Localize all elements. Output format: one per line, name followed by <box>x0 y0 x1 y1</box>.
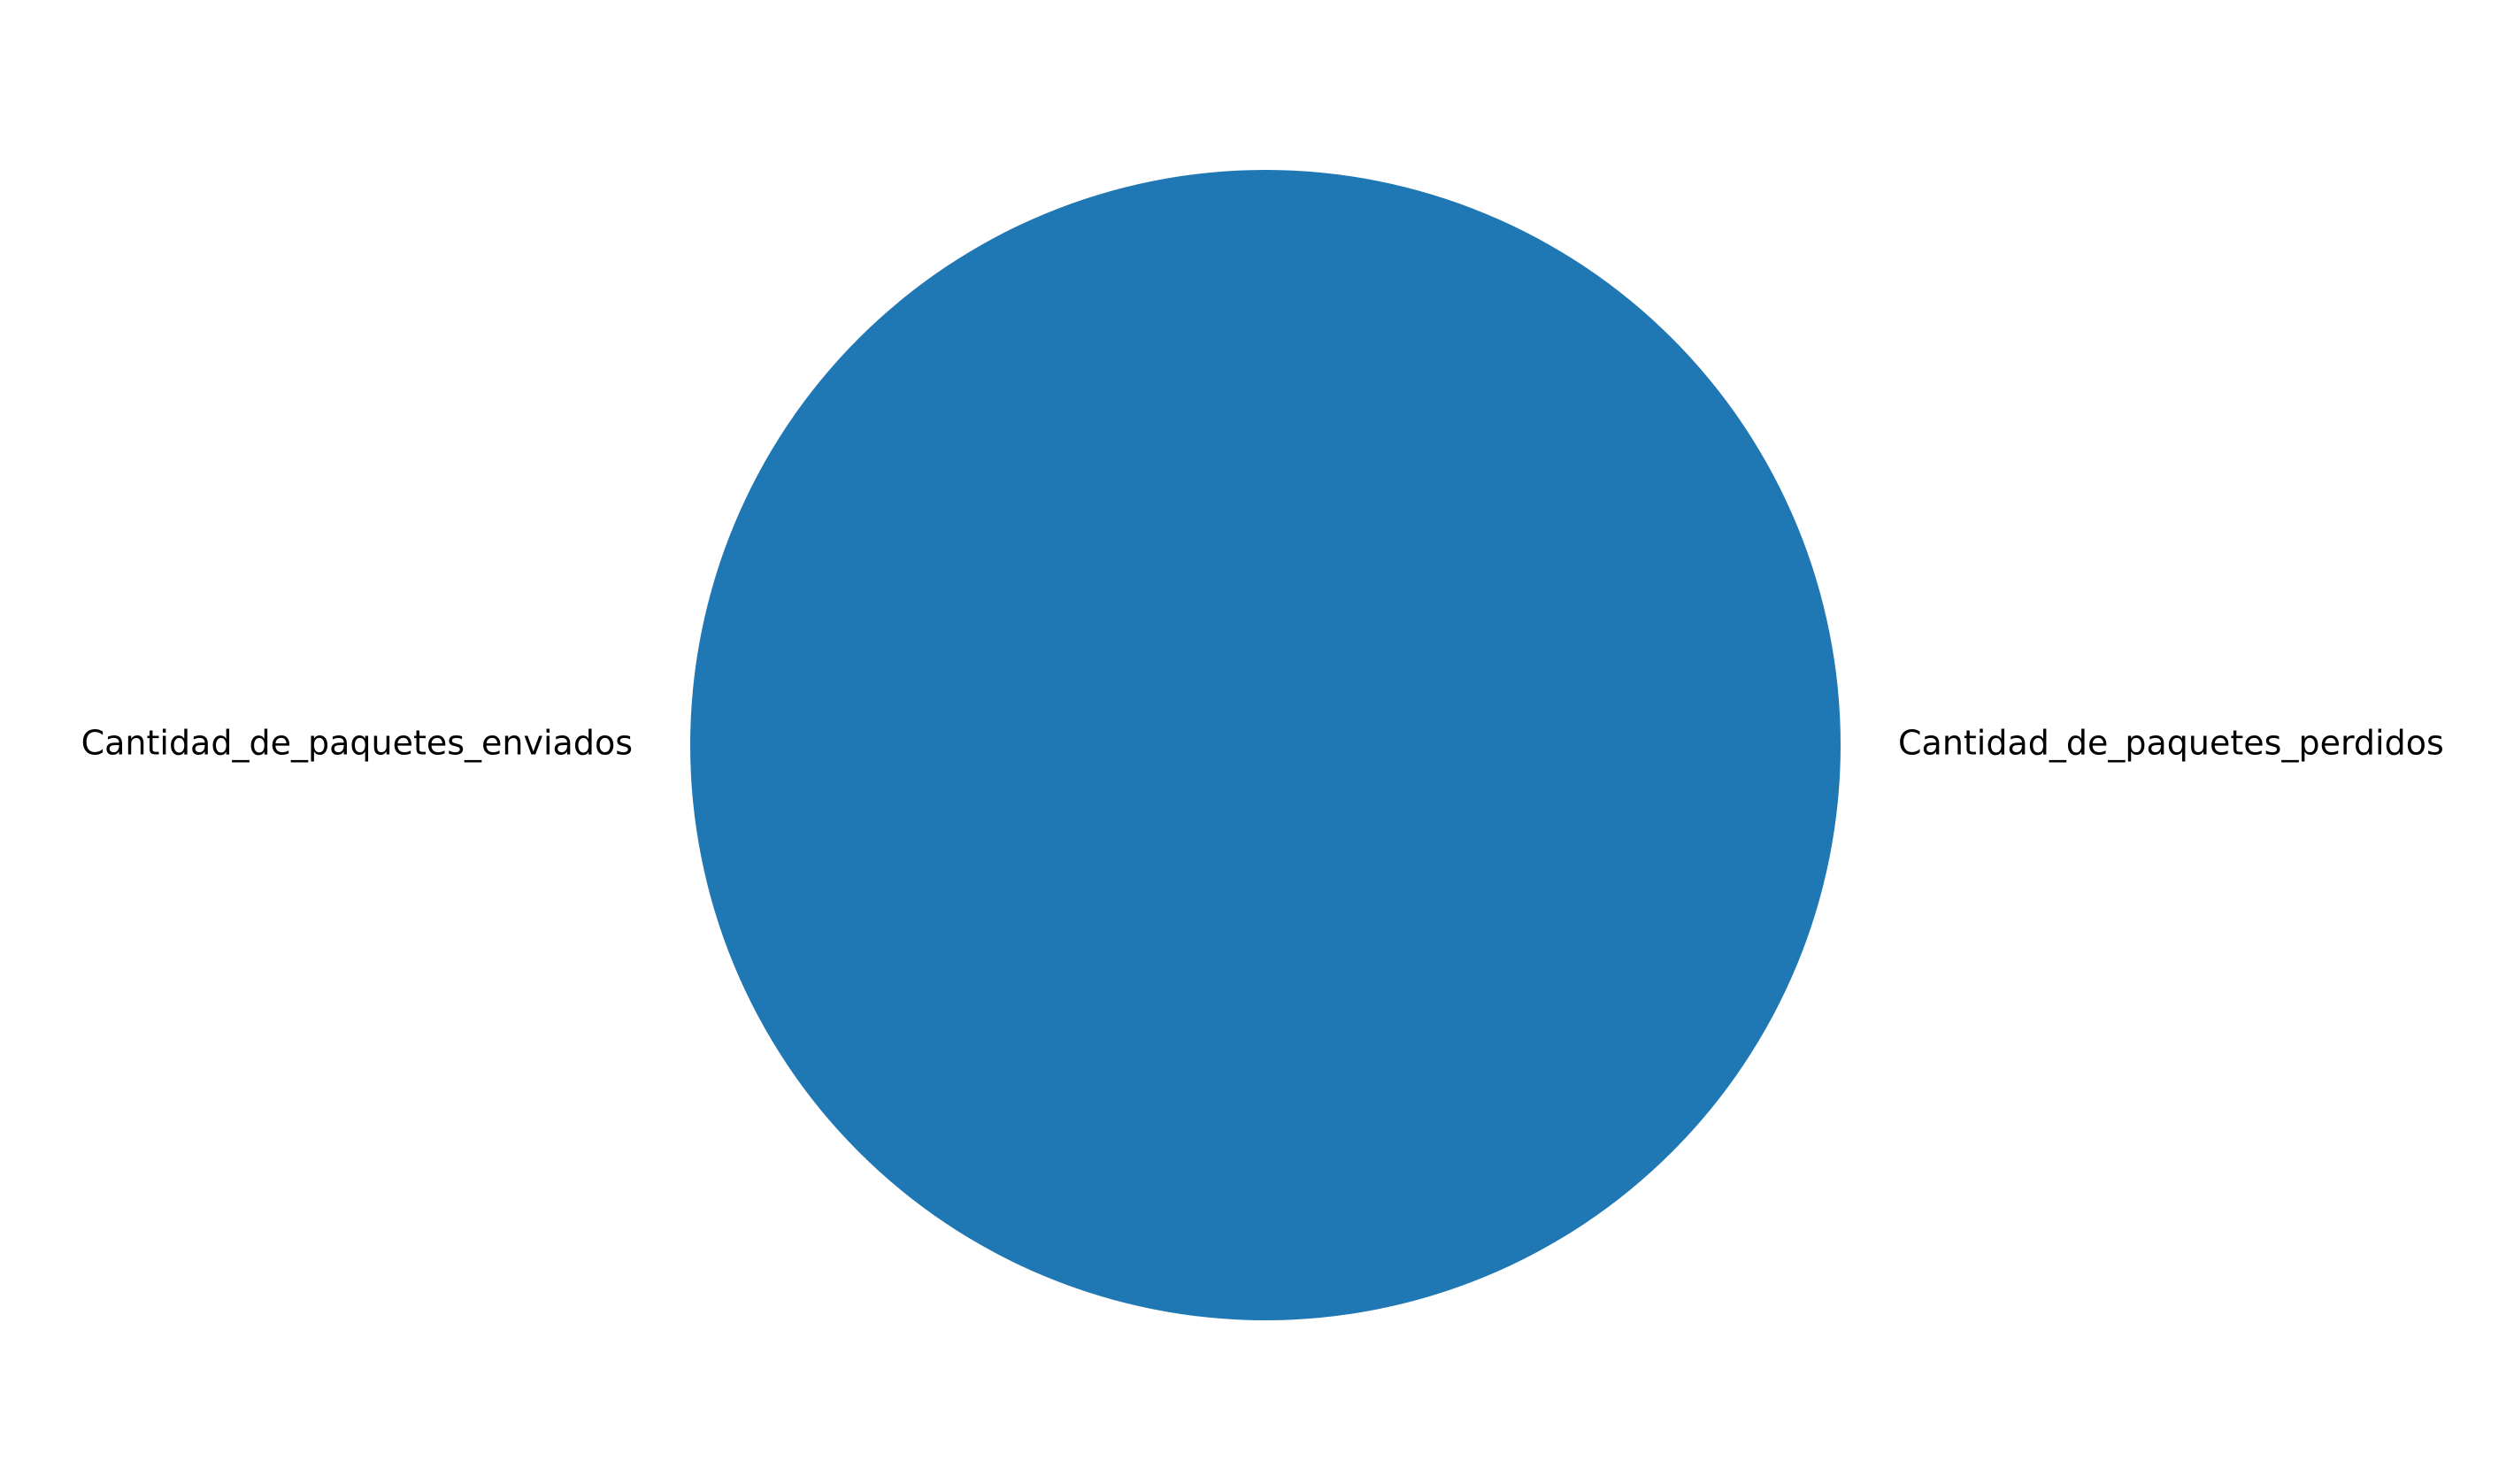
pie-slice-0 <box>690 170 1841 1320</box>
pie-labels: Cantidad_de_paquetes_enviados Cantidad_de… <box>81 724 2444 763</box>
pie-slice-label-0: Cantidad_de_paquetes_enviados <box>81 724 633 763</box>
pie-slices <box>690 170 1841 1320</box>
pie-slice-label-1: Cantidad_de_paquetes_perdidos <box>1898 724 2444 763</box>
